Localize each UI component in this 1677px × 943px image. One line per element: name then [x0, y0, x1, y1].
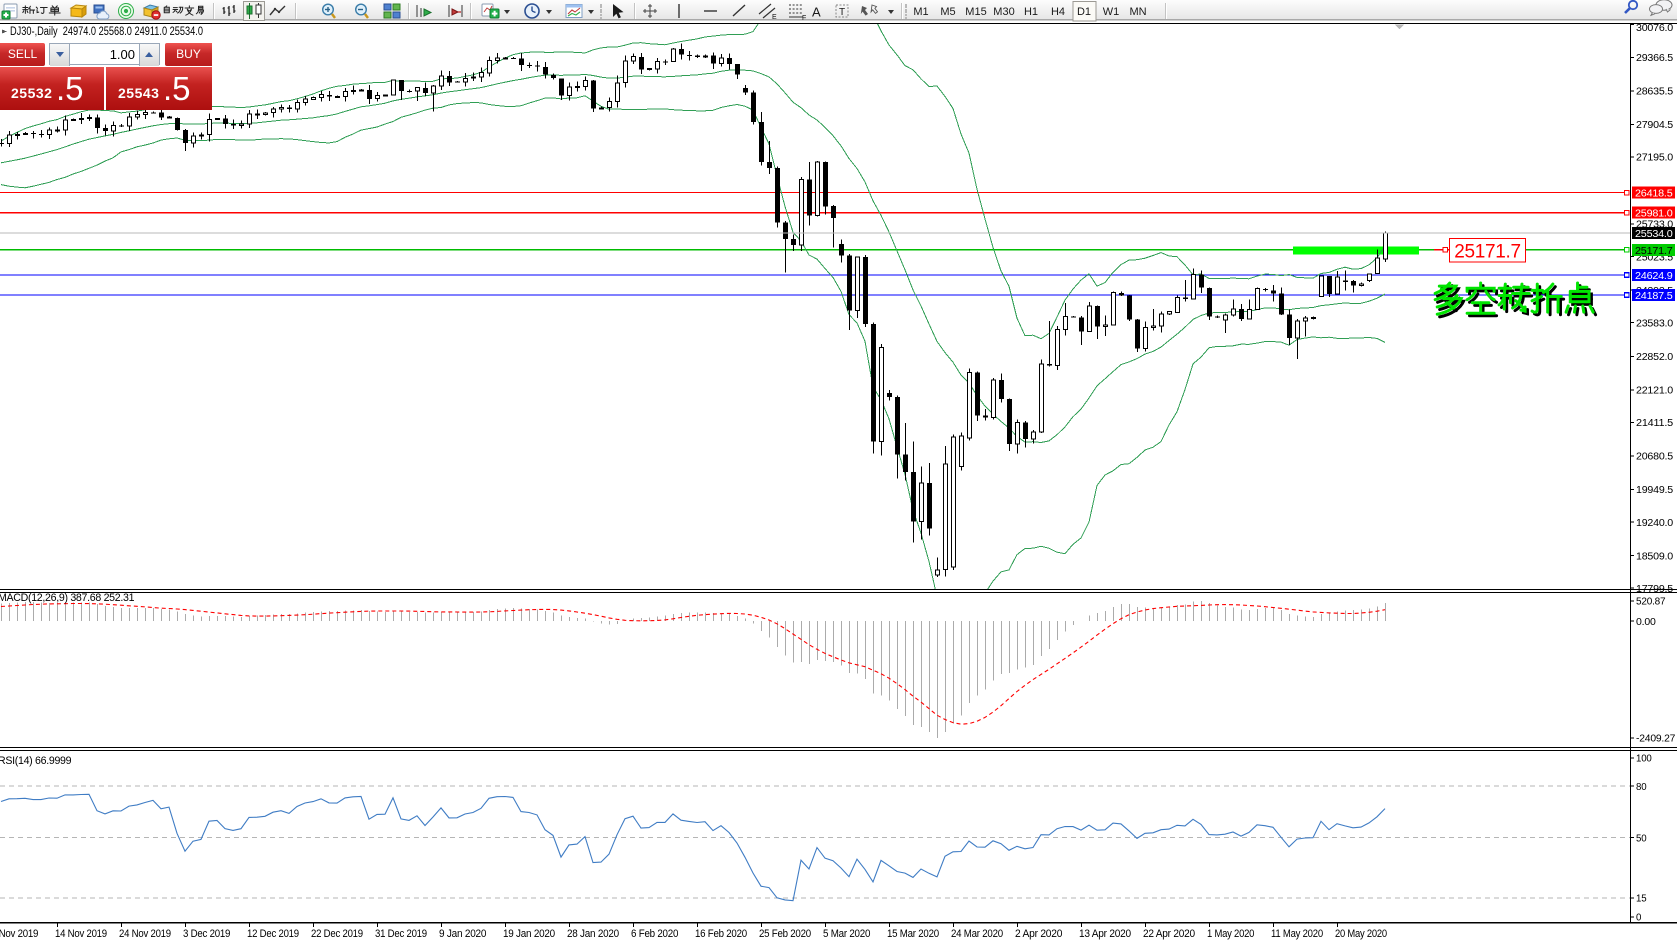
svg-text:27195.0: 27195.0	[1636, 153, 1674, 164]
svg-text:25733.0: 25733.0	[1636, 220, 1674, 231]
svg-text:A: A	[812, 5, 821, 20]
svg-text:22 Apr 2020: 22 Apr 2020	[1143, 928, 1195, 940]
svg-text:M1: M1	[913, 6, 928, 18]
svg-text:25534.0: 25534.0	[1635, 229, 1673, 240]
svg-text:25 Feb 2020: 25 Feb 2020	[759, 928, 811, 940]
svg-text:RSI(14) 66.9999: RSI(14) 66.9999	[0, 755, 72, 767]
svg-text:30076.0: 30076.0	[1636, 23, 1674, 34]
svg-text:25981.0: 25981.0	[1635, 209, 1673, 220]
svg-text:22852.0: 22852.0	[1636, 352, 1674, 363]
svg-text:W1: W1	[1103, 6, 1120, 18]
svg-text:20680.5: 20680.5	[1636, 452, 1674, 463]
svg-text:26418.5: 26418.5	[1635, 189, 1673, 200]
svg-text:18509.0: 18509.0	[1636, 551, 1674, 562]
svg-text:2 Apr 2020: 2 Apr 2020	[1015, 928, 1063, 940]
svg-text:23583.0: 23583.0	[1636, 318, 1674, 329]
svg-text:29366.5: 29366.5	[1636, 53, 1674, 64]
svg-text:MACD(12,26,9) 387.68 252.31: MACD(12,26,9) 387.68 252.31	[0, 592, 135, 604]
svg-text:25171.7: 25171.7	[1635, 246, 1673, 257]
svg-text:H4: H4	[1051, 6, 1065, 18]
svg-text:M15: M15	[965, 6, 986, 18]
svg-text:M5: M5	[940, 6, 955, 18]
svg-text:100: 100	[1636, 754, 1652, 765]
svg-text:19 Jan 2020: 19 Jan 2020	[503, 928, 555, 940]
svg-text:F: F	[802, 15, 806, 22]
svg-text:28 Jan 2020: 28 Jan 2020	[567, 928, 619, 940]
svg-text:25023.5: 25023.5	[1636, 252, 1674, 263]
svg-text:11 May 2020: 11 May 2020	[1271, 928, 1323, 940]
svg-text:-2409.27: -2409.27	[1636, 734, 1676, 745]
svg-text:D1: D1	[1077, 6, 1091, 18]
svg-text:25171.7: 25171.7	[1454, 242, 1521, 263]
svg-text:19949.5: 19949.5	[1636, 485, 1674, 496]
svg-text:80: 80	[1636, 782, 1647, 793]
svg-text:27904.5: 27904.5	[1636, 120, 1674, 131]
svg-text:22 Dec 2019: 22 Dec 2019	[311, 928, 363, 940]
svg-text:3 Dec 2019: 3 Dec 2019	[183, 928, 231, 940]
svg-text:1 May 2020: 1 May 2020	[1207, 928, 1255, 940]
svg-text:50: 50	[1636, 833, 1647, 844]
svg-text:H1: H1	[1024, 6, 1038, 18]
svg-text:6 Feb 2020: 6 Feb 2020	[631, 928, 679, 940]
svg-text:28635.5: 28635.5	[1636, 87, 1674, 98]
svg-text:24 Mar 2020: 24 Mar 2020	[951, 928, 1003, 940]
svg-text:19240.0: 19240.0	[1636, 518, 1674, 529]
svg-text:15 Mar 2020: 15 Mar 2020	[887, 928, 939, 940]
svg-text:31 Dec 2019: 31 Dec 2019	[375, 928, 427, 940]
svg-text:0.00: 0.00	[1636, 617, 1656, 628]
svg-text:0: 0	[1636, 913, 1642, 924]
svg-text:24187.5: 24187.5	[1635, 291, 1673, 302]
svg-text:22121.0: 22121.0	[1636, 386, 1674, 397]
svg-text:DJ30-,Daily 24974.0 25568.0 2: DJ30-,Daily 24974.0 25568.0 24911.0 2553…	[10, 26, 203, 38]
svg-text:520.87: 520.87	[1636, 597, 1666, 608]
svg-text:5 Mar 2020: 5 Mar 2020	[823, 928, 871, 940]
svg-text:12 Dec 2019: 12 Dec 2019	[247, 928, 299, 940]
svg-text:16 Feb 2020: 16 Feb 2020	[695, 928, 747, 940]
svg-text:17799.5: 17799.5	[1636, 584, 1674, 595]
svg-text:MN: MN	[1129, 6, 1146, 18]
svg-text:15: 15	[1636, 894, 1647, 905]
svg-text:9 Jan 2020: 9 Jan 2020	[439, 928, 487, 940]
svg-text:24 Nov 2019: 24 Nov 2019	[119, 928, 171, 940]
svg-text:M30: M30	[993, 6, 1014, 18]
svg-text:14 Nov 2019: 14 Nov 2019	[55, 928, 107, 940]
svg-text:T: T	[839, 7, 845, 18]
svg-text:20 May 2020: 20 May 2020	[1335, 928, 1387, 940]
svg-text:24624.9: 24624.9	[1635, 271, 1673, 282]
svg-text:E: E	[772, 14, 777, 21]
svg-text:5 Nov 2019: 5 Nov 2019	[0, 928, 39, 940]
svg-text:13 Apr 2020: 13 Apr 2020	[1079, 928, 1131, 940]
svg-text:21411.5: 21411.5	[1636, 418, 1674, 429]
